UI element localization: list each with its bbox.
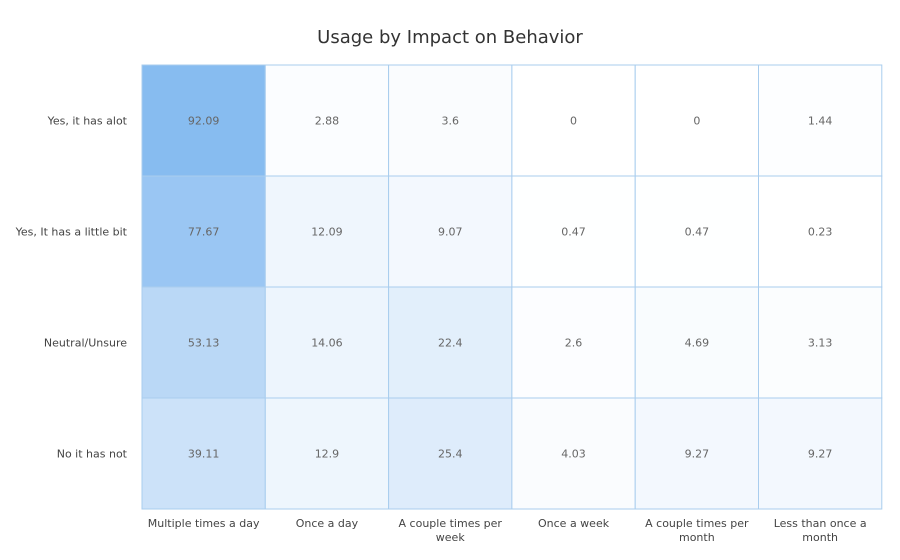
- chart-title: Usage by Impact on Behavior: [317, 27, 583, 48]
- column-label: A couple times per month: [645, 517, 749, 544]
- cell-value-label: 0.23: [808, 226, 833, 239]
- cell-value-label: 53.13: [188, 337, 220, 350]
- cell-value-label: 22.4: [438, 337, 463, 350]
- cell-value-label: 3.13: [808, 337, 833, 350]
- cell-value-label: 2.88: [315, 115, 340, 128]
- heatmap-cell: [511, 175, 636, 288]
- row-label: Yes, it has alot: [47, 115, 128, 128]
- row-label: Neutral/Unsure: [44, 337, 127, 350]
- cell-value-label: 0.47: [561, 226, 586, 239]
- heatmap-cell-labels: 92.09 2.88 3.6 0 0 1.44 77.67 12.09 9.07 0.47 0.47…: [188, 115, 833, 461]
- heatmap-cell: [758, 286, 883, 399]
- cell-value-label: 4.69: [685, 337, 710, 350]
- cell-value-label: 9.27: [685, 448, 710, 461]
- heatmap-cell: [264, 175, 390, 288]
- column-label: Less than once a month: [774, 517, 867, 544]
- cell-value-label: 0: [570, 115, 577, 128]
- cell-value-label: 39.11: [188, 448, 220, 461]
- cell-value-label: 9.27: [808, 448, 833, 461]
- heatmap-cell: [388, 64, 513, 177]
- heatmap-cell: [634, 397, 760, 510]
- row-label: No it has not: [57, 448, 128, 461]
- cell-value-label: 25.4: [438, 448, 463, 461]
- heatmap-cell: [264, 397, 390, 510]
- heatmap-cell: [634, 64, 760, 177]
- heatmap-cells: [141, 64, 883, 510]
- column-label: Multiple times a day: [148, 517, 260, 530]
- cell-value-label: 9.07: [438, 226, 463, 239]
- heatmap-cell: [141, 64, 266, 177]
- cell-value-label: 12.9: [315, 448, 340, 461]
- column-label: A couple times per week: [399, 517, 503, 544]
- heatmap-cell: [141, 286, 266, 399]
- column-label: Once a week: [538, 517, 610, 530]
- cell-value-label: 2.6: [565, 337, 583, 350]
- heatmap-cell: [758, 64, 883, 177]
- heatmap-cell: [511, 397, 636, 510]
- heatmap-cell: [388, 286, 513, 399]
- cell-value-label: 92.09: [188, 115, 220, 128]
- column-labels: Multiple times a day Once a day A couple t…: [148, 517, 867, 544]
- heatmap-cell: [388, 397, 513, 510]
- row-label: Yes, It has a little bit: [15, 226, 128, 239]
- row-labels: Yes, it has alot Yes, It has a little bit…: [15, 115, 128, 461]
- heatmap-cell: [264, 286, 390, 399]
- cell-value-label: 14.06: [311, 337, 343, 350]
- cell-value-label: 0: [693, 115, 700, 128]
- heatmap-cell: [141, 397, 266, 510]
- heatmap-cell: [511, 286, 636, 399]
- cell-value-label: 4.03: [561, 448, 586, 461]
- cell-value-label: 77.67: [188, 226, 220, 239]
- cell-value-label: 3.6: [442, 115, 460, 128]
- column-label: Once a day: [296, 517, 359, 530]
- heatmap-cell: [264, 64, 390, 177]
- heatmap-cell: [758, 175, 883, 288]
- cell-value-label: 1.44: [808, 115, 833, 128]
- heatmap-cell: [758, 397, 883, 510]
- heatmap-cell: [511, 64, 636, 177]
- cell-value-label: 12.09: [311, 226, 343, 239]
- heatmap-cell: [634, 286, 760, 399]
- cell-value-label: 0.47: [685, 226, 710, 239]
